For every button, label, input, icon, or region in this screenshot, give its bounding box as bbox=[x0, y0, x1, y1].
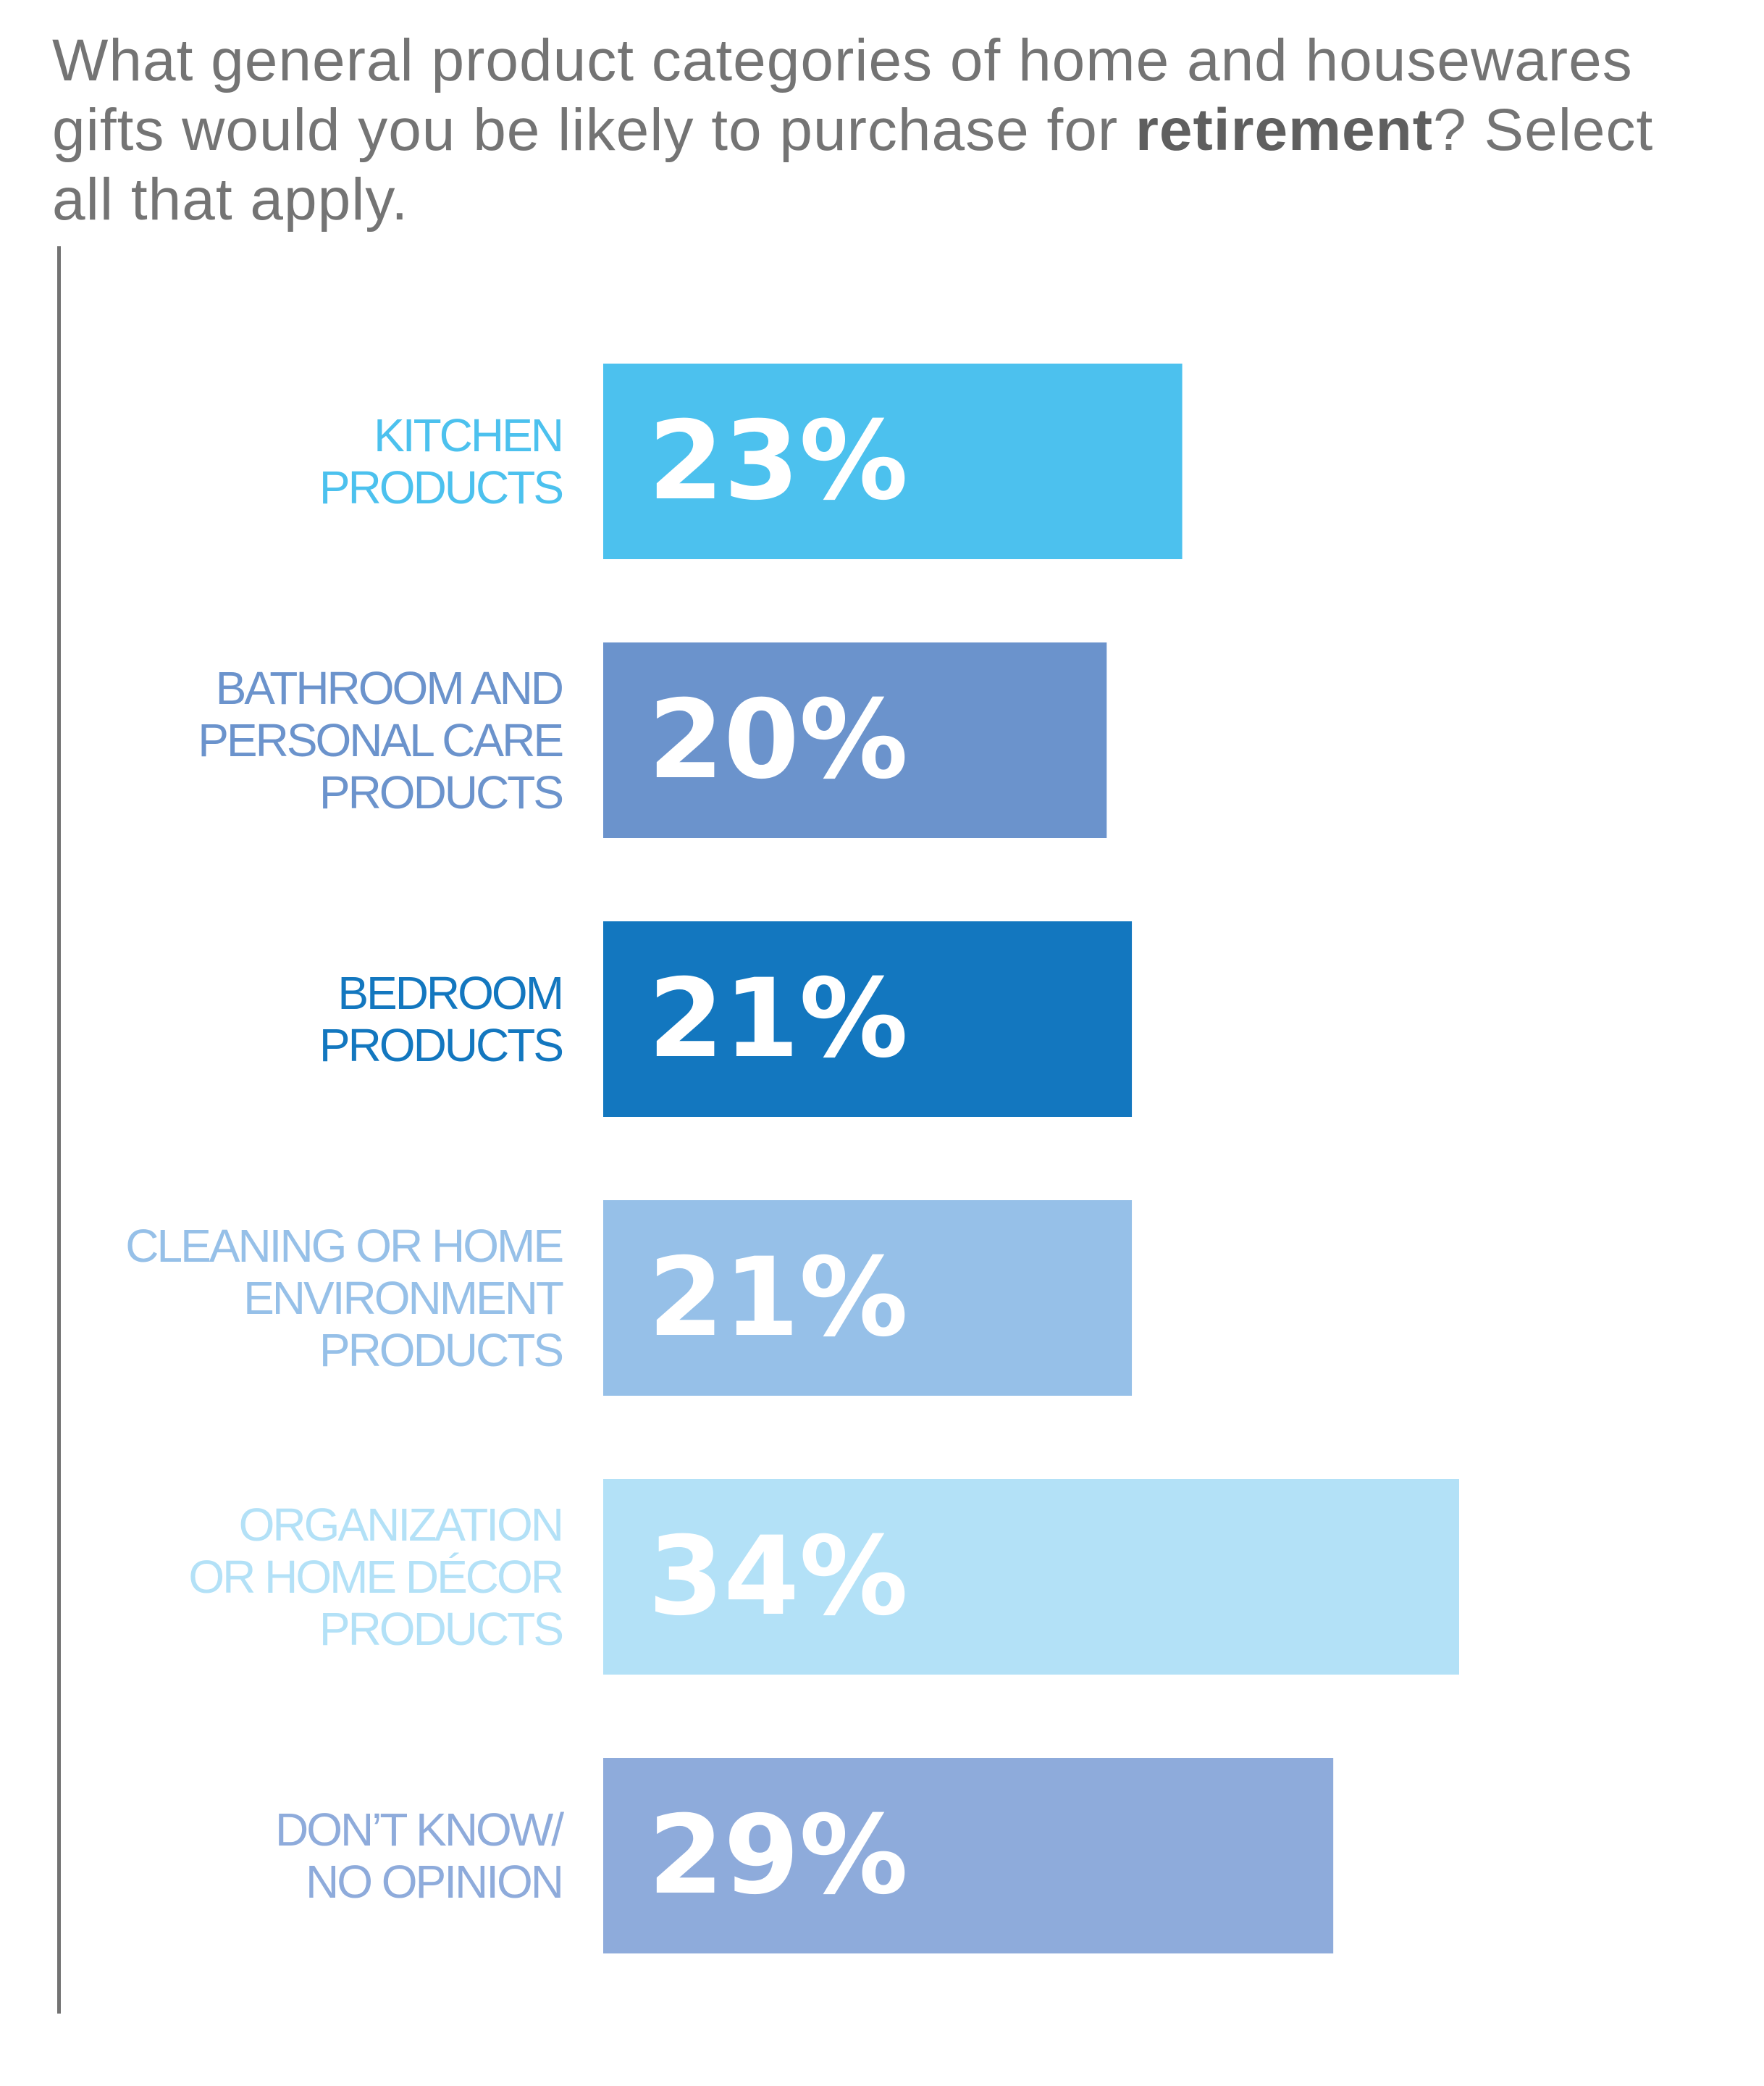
category-label-5: ORGANIZATION OR HOME DÉCOR PRODUCTS bbox=[188, 1499, 562, 1655]
bar-2 bbox=[603, 642, 1107, 838]
title-text-emphasis: retirement bbox=[1135, 97, 1434, 163]
category-label-6: DON’T KNOW/NO OPINION bbox=[275, 1804, 564, 1908]
category-label-line: KITCHEN bbox=[374, 409, 562, 461]
category-label-line: PRODUCTS bbox=[319, 461, 562, 514]
category-label-4: CLEANING OR HOME ENVIRONMENT PRODUCTS bbox=[125, 1220, 563, 1376]
bar-1 bbox=[603, 364, 1183, 559]
category-label-line: PRODUCTS bbox=[319, 766, 562, 818]
category-label-3: BEDROOM PRODUCTS bbox=[319, 967, 562, 1071]
category-label-2: BATHROOM AND PERSONAL CARE PRODUCTS bbox=[198, 662, 563, 818]
vertical-axis-line bbox=[57, 246, 61, 2014]
bar-value-label-5: 34% bbox=[648, 1514, 908, 1640]
title-text-start: What general product categories of home … bbox=[52, 28, 1633, 163]
category-label-line: BEDROOM bbox=[337, 967, 562, 1019]
category-label-line: PRODUCTS bbox=[319, 1603, 562, 1655]
bar-6 bbox=[603, 1758, 1334, 1953]
bar-value-label-6: 29% bbox=[648, 1793, 908, 1919]
category-label-line: ENVIRONMENT bbox=[243, 1272, 563, 1324]
category-label-line: ORGANIZATION bbox=[239, 1499, 562, 1551]
bar-value-label-4: 21% bbox=[648, 1235, 908, 1361]
category-label-line: NO OPINION bbox=[306, 1856, 562, 1908]
category-label-line: PRODUCTS bbox=[319, 1019, 562, 1071]
category-label-1: KITCHEN PRODUCTS bbox=[319, 409, 562, 514]
chart-title: What general product categories of home … bbox=[52, 26, 1718, 235]
category-label-line: DON’T KNOW/ bbox=[275, 1804, 564, 1856]
bar-value-label-2: 20% bbox=[648, 677, 908, 803]
category-label-line: BATHROOM AND bbox=[216, 662, 563, 714]
category-label-line: CLEANING OR HOME bbox=[125, 1220, 562, 1272]
title-text-end: ? Select all that apply. bbox=[52, 97, 1654, 233]
bar-value-label-1: 23% bbox=[648, 398, 908, 524]
bar-5 bbox=[603, 1479, 1459, 1675]
category-label-line: PERSONAL CARE bbox=[198, 714, 562, 766]
category-label-line: PRODUCTS bbox=[319, 1324, 562, 1376]
bar-4 bbox=[603, 1200, 1133, 1396]
category-label-line: OR HOME DÉCOR bbox=[188, 1551, 562, 1603]
bar-3 bbox=[603, 921, 1133, 1117]
bar-value-label-3: 21% bbox=[648, 956, 908, 1082]
